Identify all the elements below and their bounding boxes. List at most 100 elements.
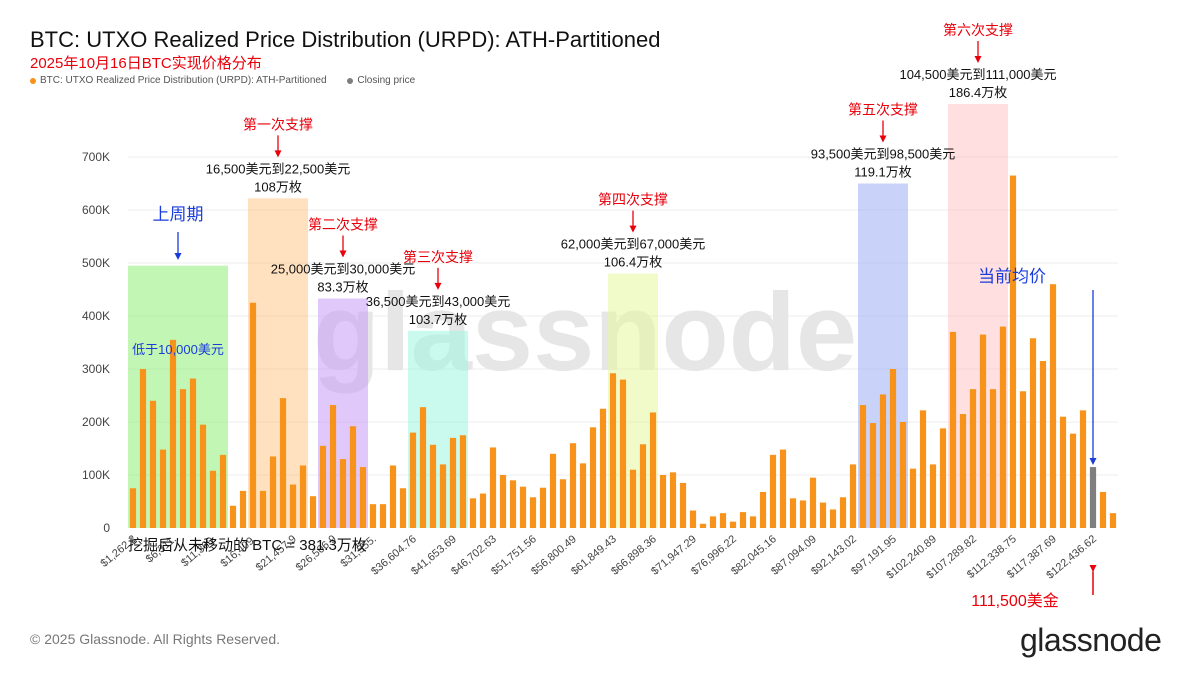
support-zone [248,198,308,528]
support-arrow-head [879,135,887,143]
bar [1059,416,1067,528]
current-price-label: 111,500美金 [971,592,1058,610]
y-tick-label: 500K [82,256,110,270]
bar [709,516,717,528]
bar [969,389,977,528]
bar [349,426,357,528]
bar [939,428,947,528]
y-tick-label: 100K [82,468,110,482]
bar [949,331,957,528]
bar [189,378,197,528]
bar [239,490,247,528]
bar [679,482,687,528]
bar [889,369,897,528]
support-label: 第三次支撑 [403,249,473,265]
bar [929,464,937,528]
bar [409,432,417,528]
bar [1029,338,1037,528]
zone-amount-label: 83.3万枚 [317,280,368,295]
copyright-text: © 2025 Glassnode. All Rights Reserved. [30,631,281,647]
zone-amount-label: 106.4万枚 [604,255,663,270]
bar [789,498,797,528]
support-label: 第四次支撑 [598,192,668,208]
bar [359,467,367,528]
bar [699,523,707,528]
legend-label-urpd: BTC: UTXO Realized Price Distribution (U… [40,75,327,86]
bar [1049,284,1057,528]
legend-dot-orange [30,77,36,84]
support-arrow-head [274,150,282,158]
y-tick-label: 400K [82,309,110,323]
bar [979,334,987,528]
bar [1019,391,1027,528]
bar [749,516,757,528]
bar [1079,410,1087,528]
bar [1039,361,1047,528]
zone-range-label: 93,500美元到98,500美元 [811,147,956,162]
chart-subtitle: 2025年10月16日BTC实现价格分布 [30,55,262,72]
support-label: 第五次支撑 [848,102,918,118]
bar [1109,513,1117,528]
zone-amount-label: 108万枚 [254,179,302,194]
bar [319,445,327,528]
current-avg-label: 当前均价 [978,267,1046,286]
bar [419,407,427,528]
bar [519,486,527,528]
legend: BTC: UTXO Realized Price Distribution (U… [30,75,433,87]
bar [839,497,847,528]
support-arrow-head [974,56,982,63]
bar [579,463,587,528]
support-zone [408,330,468,528]
legend-dot-gray [347,77,354,84]
current-avg-arrow-head [1089,458,1097,466]
bar [639,444,647,528]
bar [249,302,257,528]
watermark: glassnode [313,271,857,394]
bar [549,453,557,528]
bar [739,512,747,528]
bar [769,454,777,528]
bar [959,414,967,528]
bar [879,394,887,528]
bar [209,470,217,528]
y-tick-label: 0 [103,521,110,535]
zone-range-label: 25,000美元到30,000美元 [271,262,416,277]
bar [279,398,287,528]
zone-amount-label: 186.4万枚 [949,85,1008,100]
zone-range-label: 16,500美元到22,500美元 [206,161,351,176]
support-arrow-head [339,250,347,258]
bar [589,427,597,528]
current-price-arrow-head [1089,565,1097,572]
support-arrow-head [629,225,637,233]
support-arrow-head [434,282,442,290]
zone-range-label: 104,500美元到111,000美元 [899,67,1056,82]
bar [509,480,517,528]
bar [569,443,577,528]
bar [229,505,237,528]
support-label: 第六次支撑 [943,22,1013,38]
bar [649,412,657,528]
bar [619,379,627,528]
bar [169,339,177,528]
zone-amount-label: 103.7万枚 [409,312,468,327]
bar [479,493,487,528]
bar [999,326,1007,528]
prev-cycle-label: 上周期 [153,205,204,224]
bar [369,504,377,528]
bar [669,472,677,528]
bar [729,521,737,528]
bar [869,423,877,528]
bar [559,479,567,528]
legend-item-closing[interactable]: Closing price [347,75,415,86]
bar [199,424,207,528]
bar [659,475,667,528]
support-label: 第一次支撑 [243,116,313,132]
bar [799,500,807,528]
bar [259,490,267,528]
bar [309,496,317,528]
y-tick-label: 300K [82,362,110,376]
legend-item-urpd[interactable]: BTC: UTXO Realized Price Distribution (U… [30,75,327,86]
bar [299,465,307,528]
zone-range-label: 62,000美元到67,000美元 [561,237,706,252]
